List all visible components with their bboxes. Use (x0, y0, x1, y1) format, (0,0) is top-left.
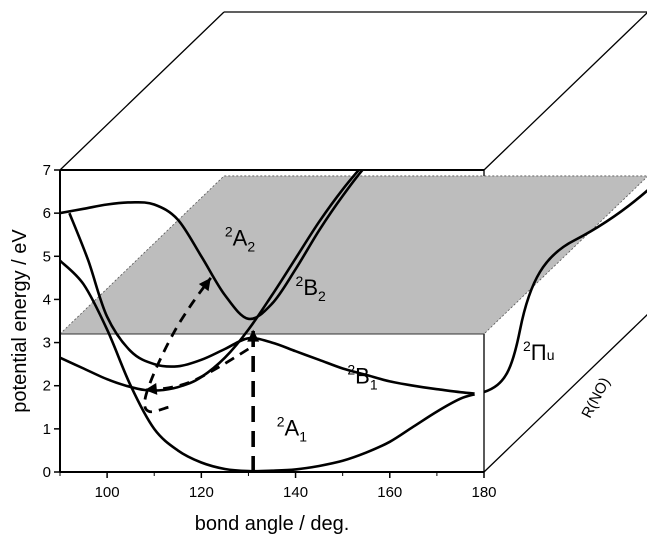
box-edge-top-right (483, 12, 647, 171)
depth-axis-title: R(NO) (578, 375, 613, 421)
excitation-arrow-head (247, 329, 260, 342)
label-2Pi-u-symbol: Π (531, 340, 547, 365)
y-tick-label: 7 (43, 162, 51, 179)
x-tick-label: 140 (283, 484, 308, 501)
label-2A1-multiplicity: 2 (277, 413, 285, 429)
y-tick-label: 5 (43, 248, 51, 265)
label-2A2-symbol: A (233, 226, 248, 251)
curve-2B1 (68, 212, 475, 395)
relaxation-arrow-upper-head (144, 382, 158, 395)
x-tick-label: 120 (189, 484, 214, 501)
label-2B2-symbol: B (303, 275, 318, 300)
relaxation-arrow-lower-head (198, 277, 211, 292)
curve-2A2 (60, 170, 365, 321)
y-tick-label: 3 (43, 335, 51, 352)
label-2B1-multiplicity: 2 (347, 362, 355, 378)
relaxation-arrow-lower (143, 277, 212, 414)
label-2B2: 2B2 (296, 273, 326, 304)
curve-2B2 (60, 170, 361, 392)
energy-plane (59, 175, 647, 335)
label-2A2: 2A2 (225, 224, 255, 255)
x-tick-label: 160 (377, 484, 402, 501)
box-edge-bottom-right (483, 314, 647, 473)
label-2A2-multiplicity: 2 (225, 224, 233, 240)
y-tick-label: 6 (43, 205, 51, 222)
label-2A1-symbol: A (285, 415, 300, 440)
label-2B1: 2B1 (347, 362, 377, 393)
curve-2Pi-u (483, 189, 647, 394)
label-2B2-multiplicity: 2 (296, 273, 304, 289)
label-2A1-subscript: 1 (299, 428, 307, 444)
arrows (143, 277, 260, 472)
label-2A1: 2A1 (277, 413, 307, 444)
label-2A2-subscript: 2 (247, 239, 255, 255)
label-2Pi-u-subscript: u (547, 347, 555, 363)
label-2B1-symbol: B (355, 364, 370, 389)
y-tick-label: 1 (43, 421, 51, 438)
label-2Pi-u: 2Πu (523, 338, 554, 365)
x-axis-title: bond angle / deg. (195, 513, 350, 535)
label-2B1-subscript: 1 (370, 377, 378, 393)
label-2Pi-u-multiplicity: 2 (523, 338, 531, 354)
y-tick-label: 4 (43, 291, 51, 308)
curves (60, 170, 476, 472)
label-2B2-subscript: 2 (318, 288, 326, 304)
y-axis-title: potential energy / eV (9, 229, 31, 413)
x-tick-label: 180 (471, 484, 496, 501)
box-edge-top-left (59, 11, 225, 171)
y-tick-label: 0 (43, 464, 51, 481)
x-tick-label: 100 (95, 484, 120, 501)
y-tick-label: 2 (43, 378, 51, 395)
relaxation-arrow-upper (144, 347, 250, 392)
